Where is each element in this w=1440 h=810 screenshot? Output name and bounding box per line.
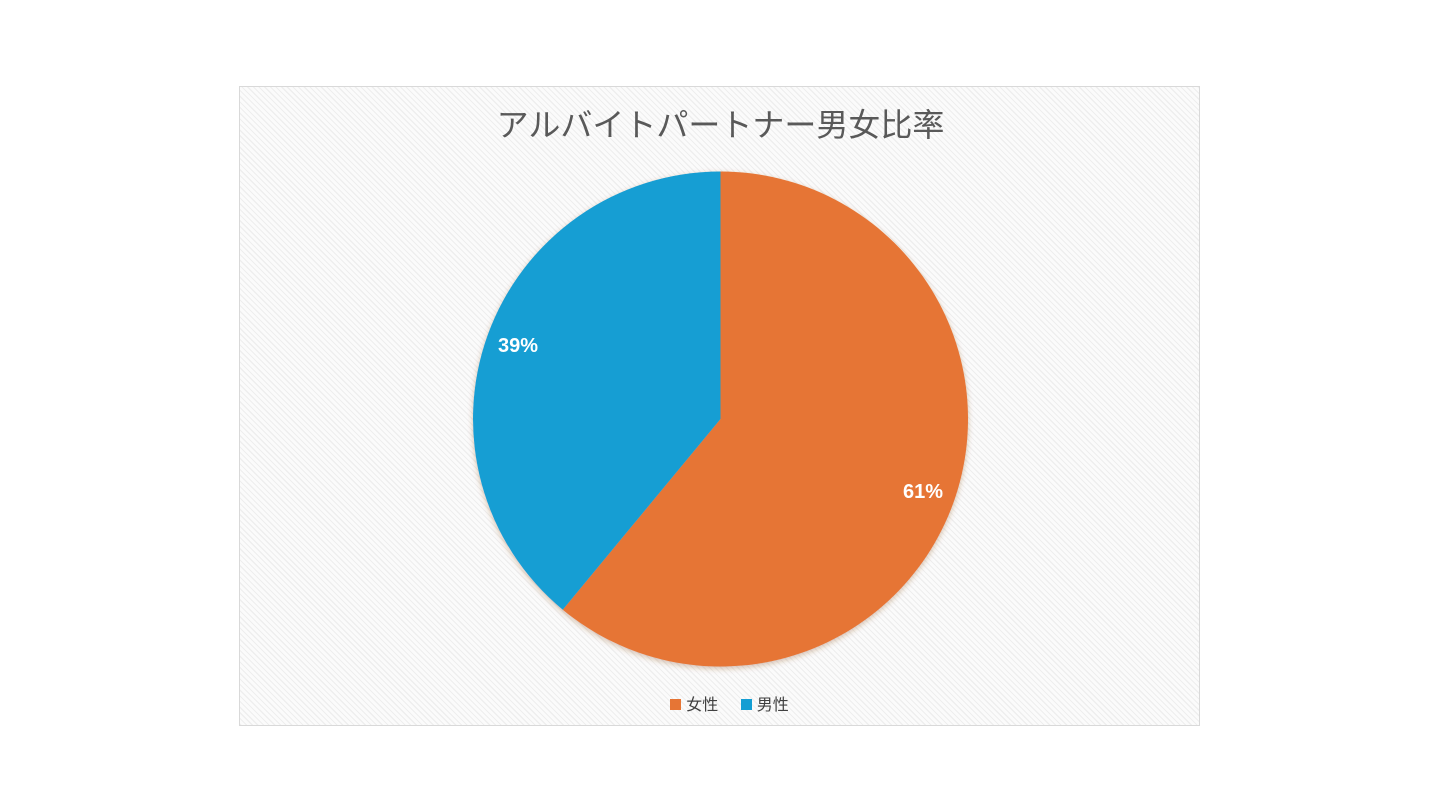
svg-text:39%: 39% [498,335,538,357]
svg-text:61%: 61% [903,481,943,503]
